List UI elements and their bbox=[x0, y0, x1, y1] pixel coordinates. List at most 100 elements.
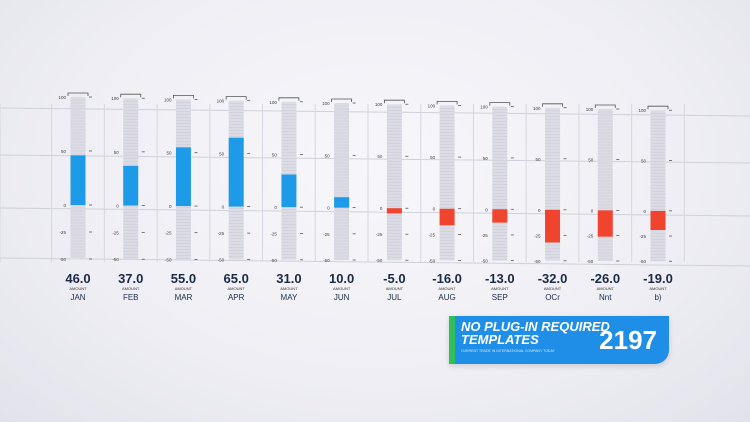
value-label: -5.0 bbox=[383, 271, 405, 286]
bracket-top bbox=[489, 102, 511, 106]
category-label: MAR bbox=[175, 293, 193, 302]
bracket-top bbox=[331, 98, 353, 102]
category-label: AUG bbox=[438, 293, 455, 302]
value-label: 65.0 bbox=[224, 271, 249, 286]
value-label: 55.0 bbox=[171, 271, 196, 286]
amount-sublabel: AMOUNT bbox=[544, 286, 562, 291]
y-tick-label: -25 bbox=[165, 231, 172, 236]
value-label: -32.0 bbox=[538, 271, 568, 286]
grid-line-h bbox=[0, 154, 750, 164]
bar-track bbox=[334, 103, 350, 260]
amount-sublabel: AMOUNT bbox=[280, 286, 298, 291]
y-tick-label: -50 bbox=[534, 259, 541, 264]
value-label: -16.0 bbox=[432, 271, 462, 286]
y-tick-label: -50 bbox=[270, 258, 277, 263]
y-tick-label: 0 bbox=[538, 208, 541, 213]
y-tick-label: -25 bbox=[59, 230, 66, 235]
amount-sublabel: AMOUNT bbox=[491, 286, 509, 291]
bracket-top bbox=[173, 95, 194, 99]
promo-banner: NO PLUG-IN REQUIRED TEMPLATES CURRENT TR… bbox=[449, 316, 669, 364]
bracket-top bbox=[383, 99, 405, 104]
banner-number: 2197 bbox=[599, 325, 657, 355]
bar-may bbox=[281, 174, 297, 208]
y-tick-label: 50 bbox=[536, 157, 542, 162]
category-label: MAY bbox=[281, 293, 298, 302]
bracket-top bbox=[120, 93, 142, 98]
amount-sublabel: AMOUNT bbox=[122, 286, 140, 291]
y-tick-label: 50 bbox=[483, 156, 489, 161]
category-label: JUN bbox=[334, 293, 350, 302]
bar-sep bbox=[492, 209, 508, 223]
y-tick-label: 100 bbox=[58, 95, 66, 100]
grid-lines bbox=[0, 104, 750, 267]
value-label: -26.0 bbox=[590, 271, 620, 286]
y-tick-label: 100 bbox=[638, 108, 646, 113]
y-tick-label: 100 bbox=[111, 96, 119, 101]
bar-mar bbox=[175, 147, 191, 207]
bar-track bbox=[492, 106, 508, 261]
y-tick-label: 0 bbox=[169, 204, 172, 209]
value-label: 37.0 bbox=[118, 271, 143, 286]
amount-sublabel: AMOUNT bbox=[333, 286, 351, 291]
grid-line-h bbox=[0, 207, 750, 217]
y-tick-label: 100 bbox=[428, 103, 436, 108]
y-tick-label: -50 bbox=[639, 259, 646, 264]
banner-accent-stripe bbox=[449, 316, 455, 364]
value-label: 10.0 bbox=[329, 271, 354, 286]
bar-nov bbox=[597, 210, 613, 237]
bracket-top bbox=[647, 105, 669, 110]
y-tick-label: 50 bbox=[588, 158, 594, 163]
bar-aug bbox=[439, 208, 455, 226]
y-tick-label: -25 bbox=[112, 230, 119, 235]
y-tick-label: 50 bbox=[377, 154, 383, 159]
y-tick-label: 0 bbox=[327, 206, 330, 211]
y-tick-label: 50 bbox=[61, 149, 67, 154]
y-tick-label: 100 bbox=[269, 100, 277, 105]
y-tick-label: 0 bbox=[591, 208, 594, 213]
category-label: SEP bbox=[492, 293, 508, 302]
banner-title: NO PLUG-IN REQUIRED TEMPLATES bbox=[461, 319, 610, 347]
y-tick-label: -50 bbox=[59, 257, 66, 262]
value-label: -19.0 bbox=[643, 271, 673, 286]
y-tick-label: -25 bbox=[218, 231, 225, 236]
y-tick-label: -25 bbox=[323, 232, 330, 237]
amount-sublabel: AMOUNT bbox=[597, 286, 615, 291]
amount-sublabel: AMOUNT bbox=[386, 286, 404, 291]
y-tick-label: -50 bbox=[429, 258, 436, 263]
bar-dec bbox=[650, 210, 666, 230]
y-tick-label: 100 bbox=[322, 101, 330, 106]
y-tick-label: -25 bbox=[481, 233, 488, 238]
y-tick-label: 100 bbox=[375, 102, 383, 107]
y-tick-label: -50 bbox=[323, 258, 330, 263]
value-label: 46.0 bbox=[65, 271, 90, 286]
y-tick-label: -25 bbox=[587, 234, 594, 239]
y-tick-label: 50 bbox=[114, 150, 120, 155]
bar-track bbox=[650, 110, 666, 262]
y-tick-label: 0 bbox=[274, 205, 277, 210]
bar-apr bbox=[228, 137, 244, 207]
y-tick-label: 0 bbox=[643, 209, 646, 214]
y-tick-label: -25 bbox=[429, 233, 436, 238]
y-tick-label: -25 bbox=[270, 231, 277, 236]
y-tick-label: 0 bbox=[63, 203, 66, 208]
y-tick-label: 0 bbox=[380, 206, 383, 211]
grid-line-h bbox=[0, 257, 750, 267]
y-tick-label: 50 bbox=[219, 152, 225, 157]
y-tick-label: -50 bbox=[481, 259, 488, 264]
y-tick-label: -50 bbox=[165, 257, 172, 262]
y-tick-label: 0 bbox=[116, 204, 119, 209]
category-label: OCr bbox=[545, 293, 560, 302]
y-tick-label: 50 bbox=[325, 153, 331, 158]
amount-sublabel: AMOUNT bbox=[649, 286, 667, 291]
amount-sublabel: AMOUNT bbox=[69, 286, 87, 291]
y-tick-label: 50 bbox=[430, 155, 436, 160]
category-label: Nnt bbox=[599, 293, 612, 302]
y-tick-label: -25 bbox=[534, 233, 541, 238]
bar-jul bbox=[386, 208, 402, 214]
value-label: 31.0 bbox=[276, 271, 301, 286]
y-tick-label: 0 bbox=[485, 207, 488, 212]
y-tick-label: 0 bbox=[222, 205, 225, 210]
bracket-top bbox=[542, 103, 563, 107]
amount-sublabel: AMOUNT bbox=[175, 286, 193, 291]
